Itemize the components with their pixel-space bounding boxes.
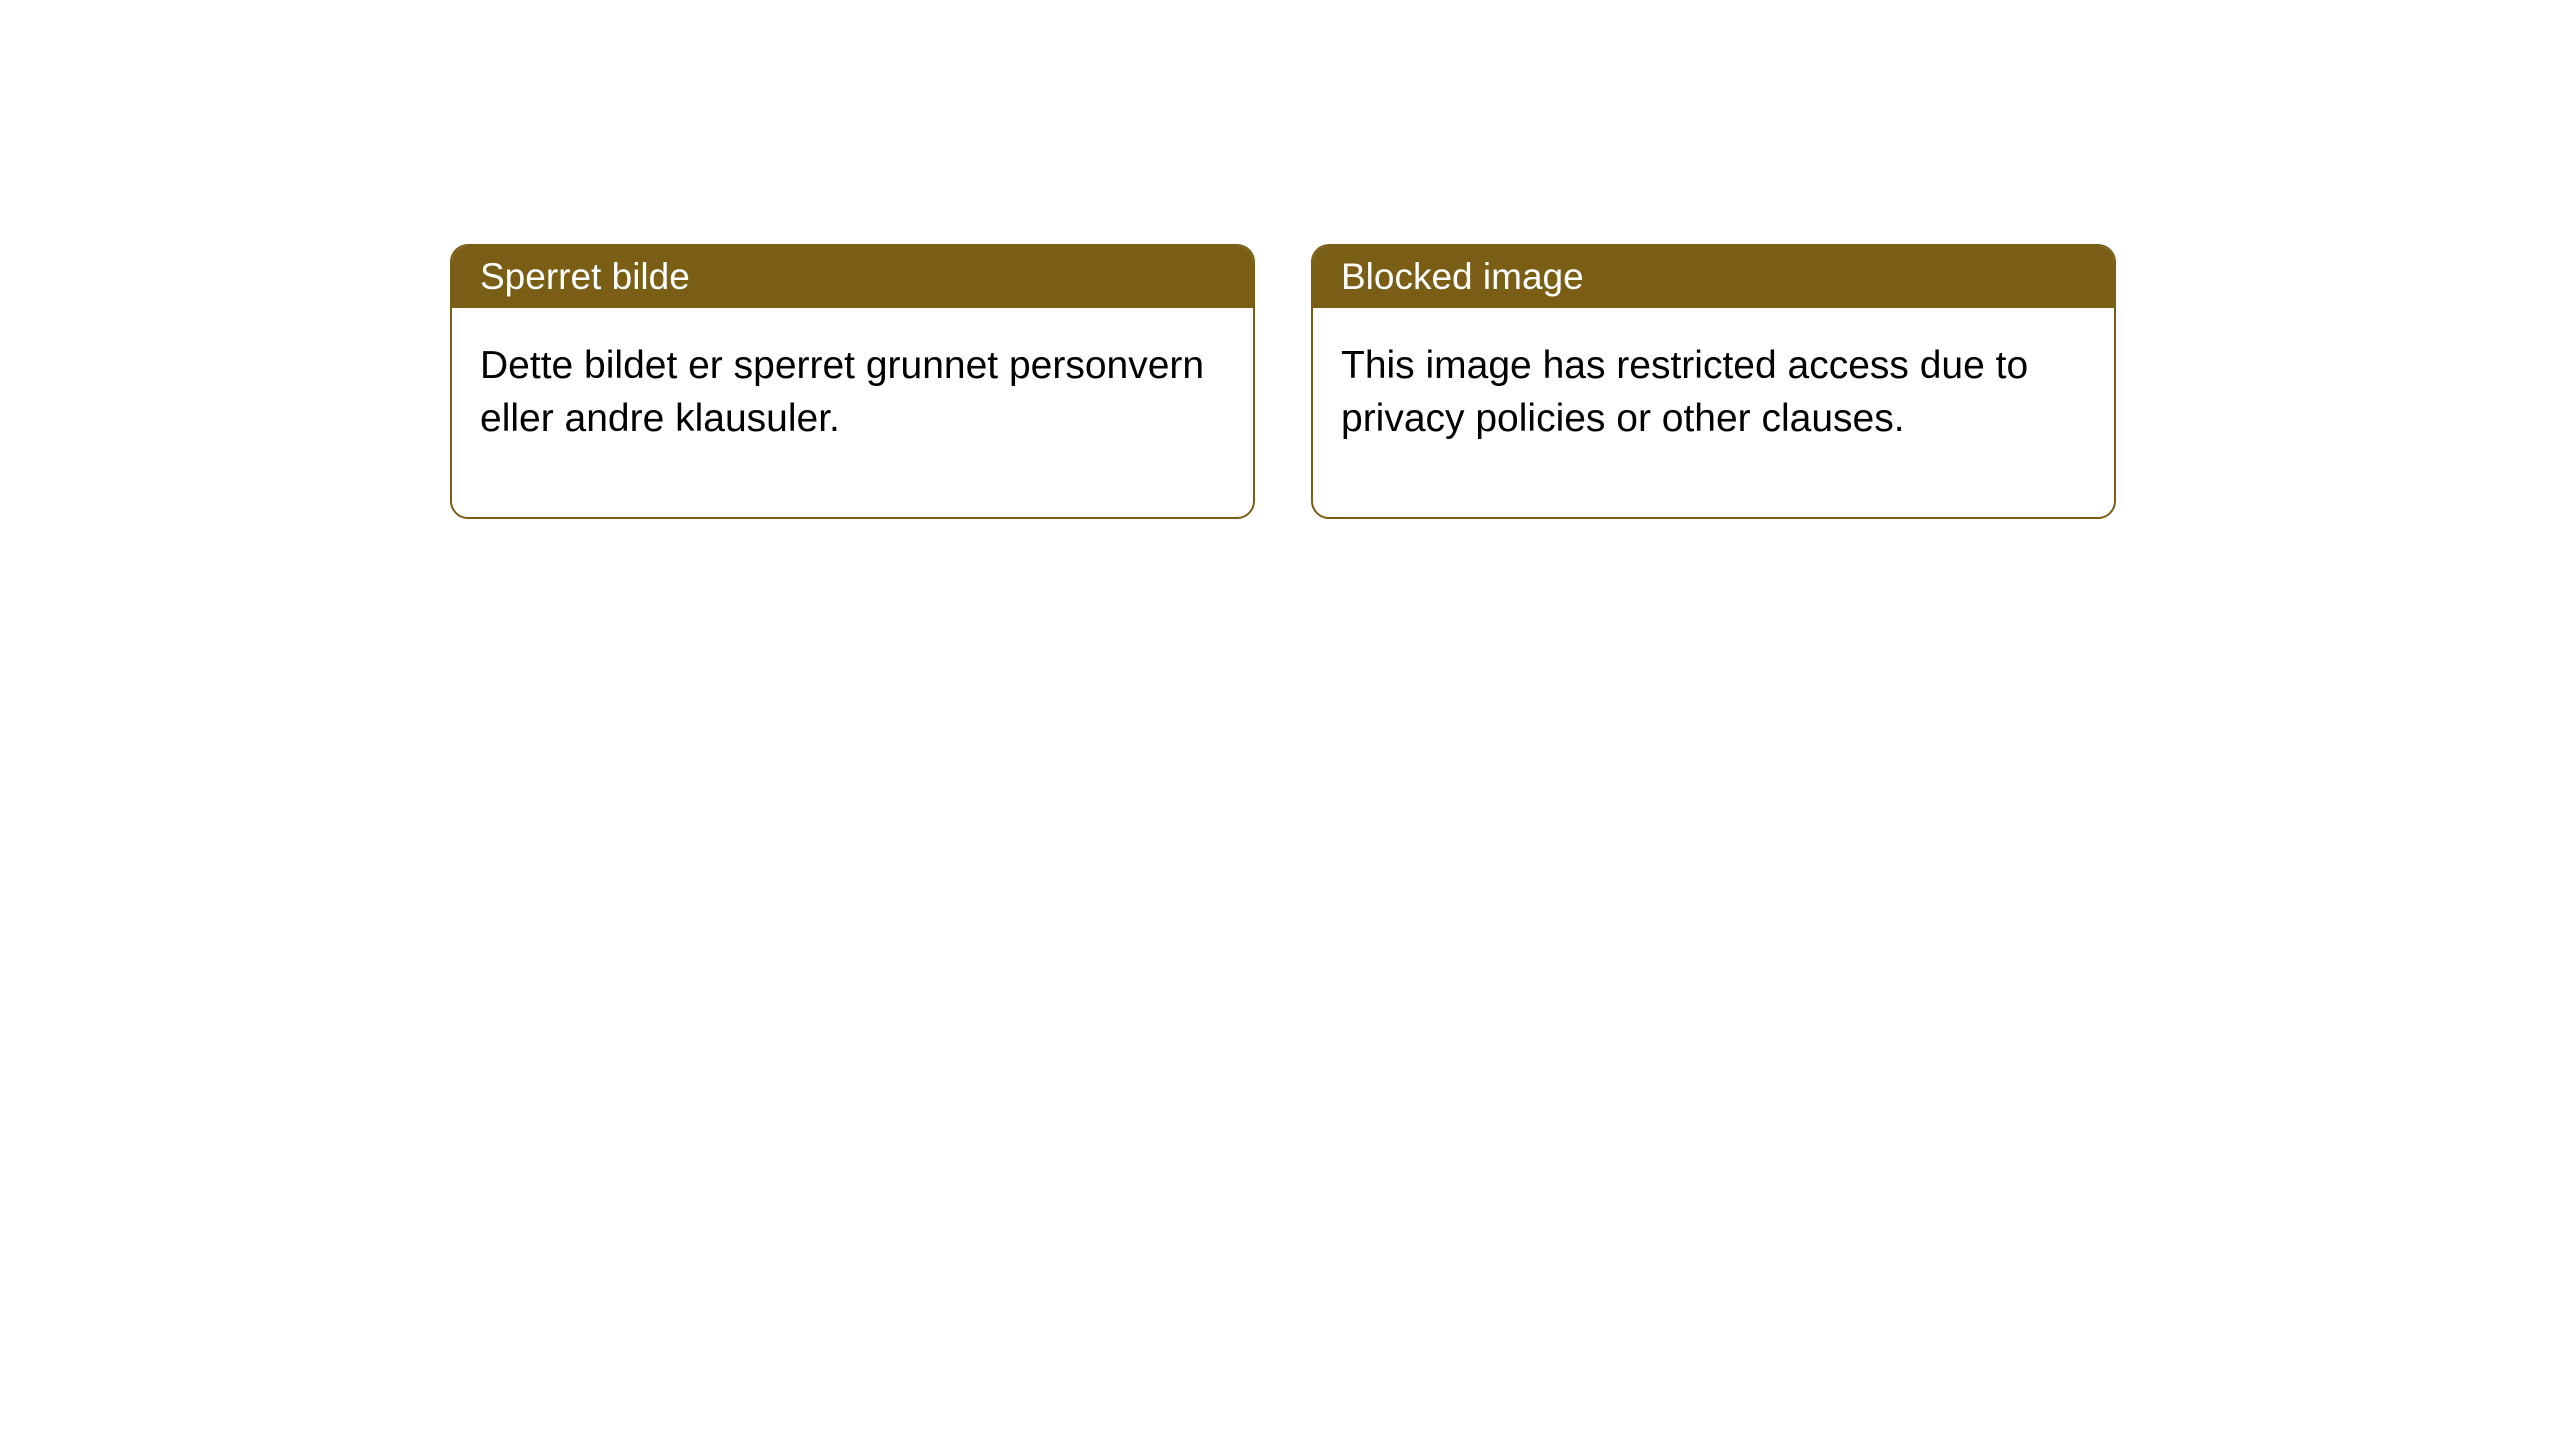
blocked-image-card-english: Blocked image This image has restricted … — [1311, 244, 2116, 519]
blocked-image-card-norwegian: Sperret bilde Dette bildet er sperret gr… — [450, 244, 1255, 519]
card-body-norwegian: Dette bildet er sperret grunnet personve… — [452, 308, 1253, 517]
card-header-english: Blocked image — [1313, 246, 2114, 308]
card-header-norwegian: Sperret bilde — [452, 246, 1253, 308]
card-body-english: This image has restricted access due to … — [1313, 308, 2114, 517]
card-container: Sperret bilde Dette bildet er sperret gr… — [450, 244, 2116, 519]
